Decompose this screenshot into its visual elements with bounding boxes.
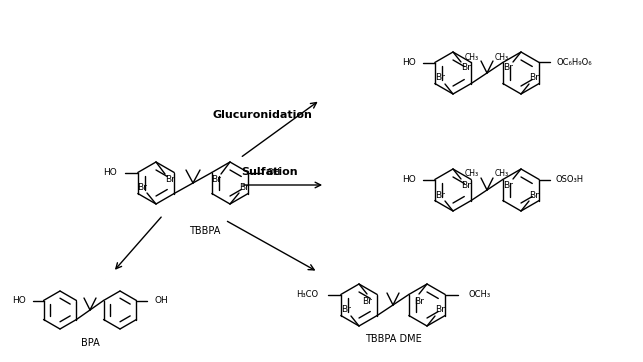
Text: Br: Br bbox=[435, 73, 445, 83]
Text: CH₃: CH₃ bbox=[495, 52, 509, 62]
Text: Glucuronidation: Glucuronidation bbox=[212, 110, 312, 120]
Text: Br: Br bbox=[362, 296, 372, 306]
Text: Br: Br bbox=[529, 73, 539, 83]
Text: HO: HO bbox=[103, 168, 117, 177]
Text: Br: Br bbox=[529, 190, 539, 199]
Text: H₃CO: H₃CO bbox=[296, 290, 318, 299]
Text: OC₆H₉O₆: OC₆H₉O₆ bbox=[556, 58, 592, 67]
Text: HO: HO bbox=[402, 58, 416, 67]
Text: Br: Br bbox=[435, 190, 445, 199]
Text: OCH₃: OCH₃ bbox=[468, 290, 491, 299]
Text: TBBPA: TBBPA bbox=[189, 226, 221, 236]
Text: CH₃: CH₃ bbox=[465, 52, 479, 62]
Text: Br: Br bbox=[137, 182, 147, 191]
Text: Br: Br bbox=[461, 63, 471, 72]
Text: Sulfation: Sulfation bbox=[242, 167, 298, 177]
Text: CH₃: CH₃ bbox=[465, 169, 479, 178]
Text: Br: Br bbox=[414, 296, 424, 306]
Text: OSO₃H: OSO₃H bbox=[555, 175, 583, 184]
Text: Br: Br bbox=[435, 306, 445, 315]
Text: Br: Br bbox=[239, 182, 249, 191]
Text: BPA: BPA bbox=[80, 338, 100, 348]
Text: OH: OH bbox=[154, 296, 168, 305]
Text: Br: Br bbox=[165, 176, 175, 185]
Text: CH₃: CH₃ bbox=[495, 169, 509, 178]
Text: HO: HO bbox=[12, 296, 26, 305]
Text: Br: Br bbox=[211, 176, 221, 185]
Text: Br: Br bbox=[503, 63, 513, 72]
Text: OH: OH bbox=[266, 168, 280, 177]
Text: Br: Br bbox=[341, 306, 351, 315]
Text: TBBPA DME: TBBPA DME bbox=[365, 334, 421, 344]
Text: Br: Br bbox=[503, 181, 513, 189]
Text: Br: Br bbox=[461, 181, 471, 189]
Text: HO: HO bbox=[402, 175, 416, 184]
